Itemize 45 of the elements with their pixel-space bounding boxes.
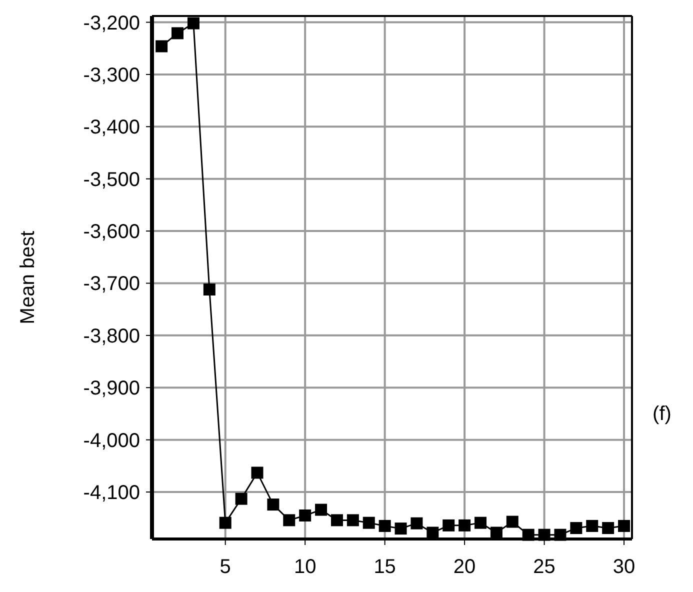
point (235, 492, 248, 505)
y-tick-label: -3,600 (83, 221, 140, 244)
point (283, 514, 296, 526)
x-tick-label: 15 (374, 556, 396, 578)
point (299, 510, 312, 522)
x-tick-label: 30 (612, 556, 636, 578)
y-tick-label: -3,200 (83, 12, 140, 34)
point (458, 519, 471, 532)
y-tick-label: -3,900 (83, 378, 140, 400)
y-tick-label: -3,500 (83, 168, 140, 191)
point (474, 516, 487, 529)
point (172, 27, 184, 40)
point (346, 514, 359, 526)
point (426, 526, 439, 539)
point (187, 17, 200, 30)
point (362, 516, 375, 529)
y-tick-label: -4,100 (83, 482, 140, 504)
point (570, 522, 582, 534)
x-tick-label: 5 (220, 556, 231, 578)
point (203, 284, 216, 296)
y-axis-title: Mean best (17, 230, 39, 324)
y-tick-label: -4,000 (83, 430, 140, 452)
point (378, 520, 391, 532)
y-tick-label: -3,300 (83, 64, 140, 86)
point (410, 517, 423, 530)
x-tick-label: 20 (453, 556, 476, 578)
point (156, 40, 168, 52)
x-tick-label: 10 (294, 556, 316, 578)
text: (f) (652, 403, 672, 425)
point (586, 520, 598, 532)
point (602, 522, 614, 534)
y-tick-label: -3,400 (83, 116, 140, 139)
point (267, 498, 280, 511)
point (315, 504, 328, 516)
point (442, 519, 455, 532)
point (219, 516, 232, 529)
x-tick-label: 25 (533, 556, 556, 578)
point (506, 516, 518, 528)
y-tick-label: -3,700 (83, 273, 140, 296)
point (251, 466, 264, 479)
y-tick-label: -3,800 (83, 325, 140, 348)
point (330, 514, 343, 526)
point (490, 526, 502, 539)
point (394, 522, 407, 535)
point (618, 520, 630, 532)
